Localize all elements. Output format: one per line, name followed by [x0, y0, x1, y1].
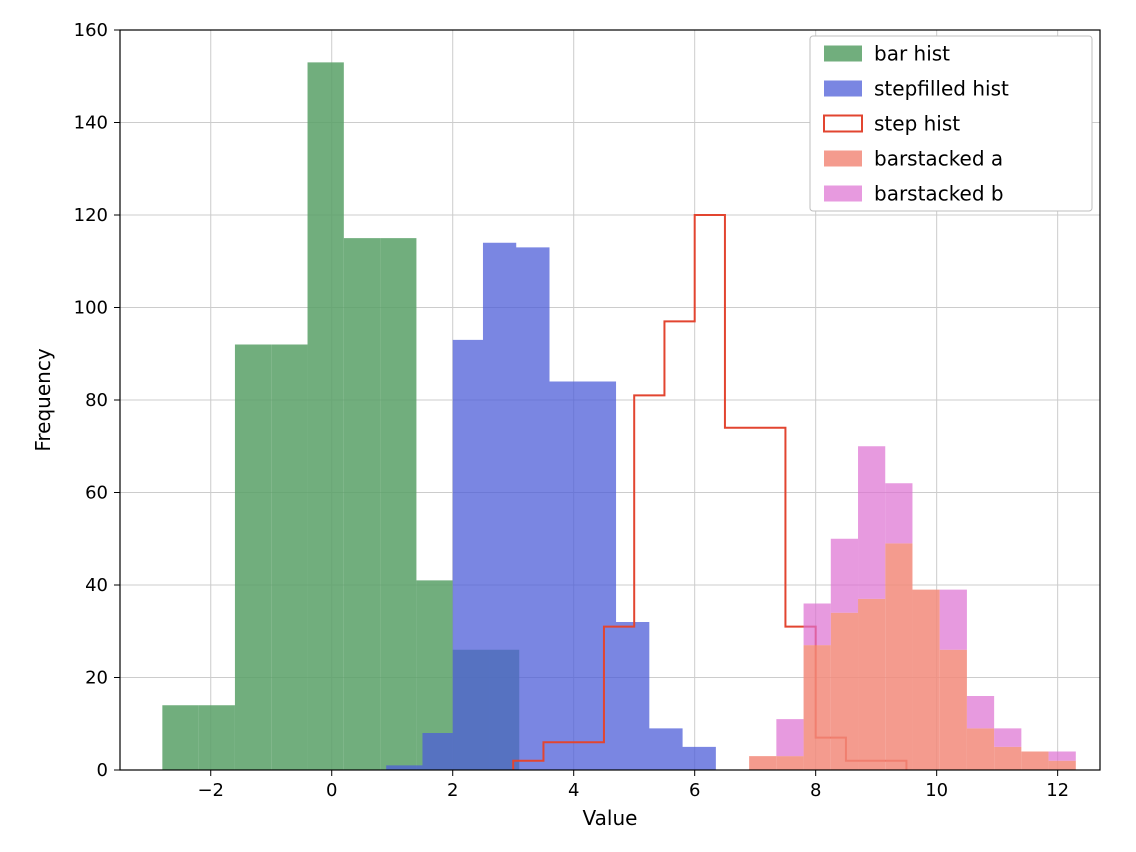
histogram-figure: −2024681012020406080100120140160ValueFre…	[0, 0, 1136, 852]
y-tick-label: 40	[85, 575, 108, 596]
chart-svg: −2024681012020406080100120140160ValueFre…	[0, 0, 1136, 852]
y-tick-label: 20	[85, 668, 108, 689]
y-tick-label: 0	[97, 760, 108, 781]
legend-swatch	[824, 46, 862, 62]
x-tick-label: 2	[447, 780, 458, 801]
legend: bar hist stepfilled hist step hist barstack…	[810, 36, 1092, 211]
y-tick-label: 80	[85, 390, 108, 411]
y-tick-label: 100	[74, 298, 108, 319]
x-tick-label: 4	[568, 780, 579, 801]
y-tick-label: 120	[74, 205, 108, 226]
legend-label: bar hist	[874, 42, 950, 66]
y-tick-label: 140	[74, 113, 108, 134]
legend-swatch	[824, 186, 862, 202]
y-axis-label: Frequency	[31, 348, 55, 451]
y-tick-label: 60	[85, 483, 108, 504]
x-tick-label: −2	[197, 780, 224, 801]
x-tick-label: 6	[689, 780, 700, 801]
legend-label: barstacked a	[874, 147, 1003, 171]
legend-swatch	[824, 151, 862, 167]
legend-label: stepfilled hist	[874, 77, 1009, 101]
legend-label: barstacked b	[874, 182, 1004, 206]
x-tick-label: 0	[326, 780, 337, 801]
legend-label: step hist	[874, 112, 960, 136]
x-tick-label: 8	[810, 780, 821, 801]
x-axis-label: Value	[583, 806, 638, 830]
x-tick-label: 10	[925, 780, 948, 801]
y-tick-label: 160	[74, 20, 108, 41]
legend-swatch	[824, 81, 862, 97]
x-tick-label: 12	[1046, 780, 1069, 801]
